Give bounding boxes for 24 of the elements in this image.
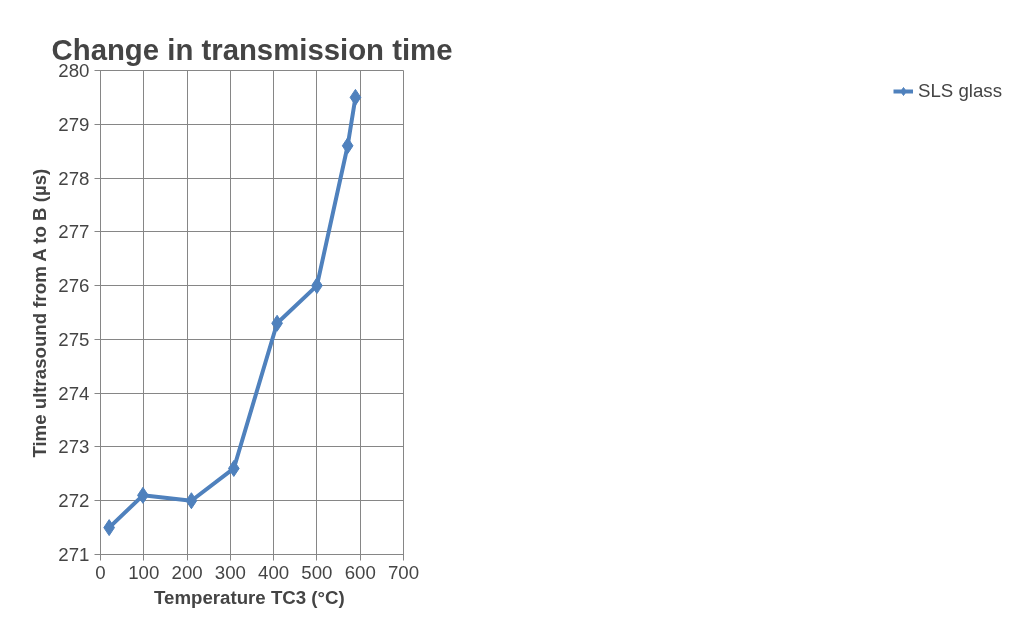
x-tick-label: 700 bbox=[387, 561, 420, 583]
x-tick-label: 500 bbox=[301, 561, 333, 583]
y-tick-label: 277 bbox=[58, 221, 90, 243]
y-tick-label: 278 bbox=[58, 167, 90, 189]
point bbox=[227, 459, 240, 477]
x-tick-label: 600 bbox=[344, 561, 376, 583]
y-tick-label: 276 bbox=[58, 275, 90, 297]
x-tick-label: 200 bbox=[171, 561, 203, 583]
y-tick-label: 271 bbox=[58, 544, 90, 565]
x-tick-label: 0 bbox=[95, 561, 106, 583]
y-tick-label: 274 bbox=[58, 382, 90, 404]
x-tick-label: 100 bbox=[128, 561, 160, 583]
y-tick-label: 273 bbox=[58, 436, 90, 458]
legend-label: SLS glass bbox=[918, 80, 1002, 102]
y-tick-label: 275 bbox=[58, 328, 90, 350]
x-axis-title: Temperature TC3 (°C) bbox=[154, 586, 345, 608]
y-tick-label: 279 bbox=[58, 113, 90, 135]
point bbox=[341, 137, 354, 155]
y-axis-title: Time ultrasound from A to B (µs) bbox=[29, 168, 51, 458]
x-tick-label: 300 bbox=[214, 561, 246, 583]
x-tick-label: 400 bbox=[258, 561, 290, 583]
point bbox=[349, 88, 362, 106]
point bbox=[185, 492, 198, 510]
y-tick-label: 272 bbox=[58, 490, 90, 512]
